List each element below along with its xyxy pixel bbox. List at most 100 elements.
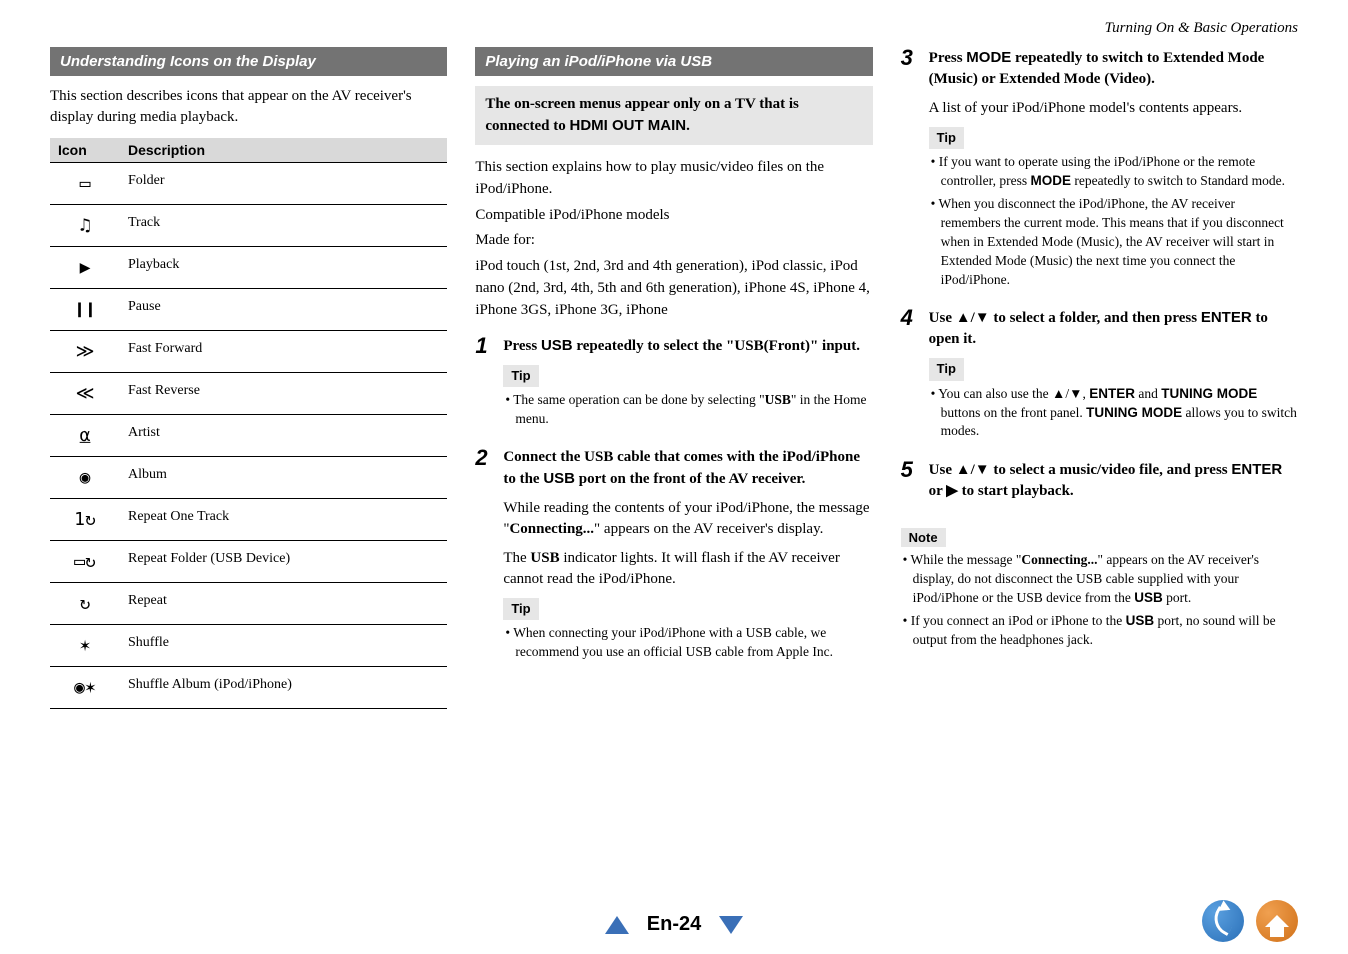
repeat-folder-icon: ▭↻	[50, 541, 120, 583]
t: USB	[541, 337, 573, 354]
step-4: 4 Use ▲/▼ to select a folder, and then p…	[901, 307, 1298, 445]
t: USB	[1134, 590, 1163, 605]
artist-icon: ⍶	[50, 415, 120, 457]
col2-p3: Made for:	[475, 230, 872, 252]
t: While the message "	[911, 552, 1022, 567]
page-down-icon[interactable]	[719, 916, 743, 934]
col2-p4: iPod touch (1st, 2nd, 3rd and 4th genera…	[475, 256, 872, 321]
step-body: Press MODE repeatedly to switch to Exten…	[929, 47, 1298, 293]
home-icon	[1265, 915, 1289, 927]
step-5: 5 Use ▲/▼ to select a music/video file, …	[901, 459, 1298, 502]
back-arrow-icon	[1208, 906, 1238, 936]
folder-icon: ▭	[50, 163, 120, 205]
table-row: 1↻Repeat One Track	[50, 499, 447, 541]
icon-desc: Track	[120, 205, 447, 247]
table-row: ◉Album	[50, 457, 447, 499]
t: USB	[765, 392, 791, 407]
t: Connecting...	[1021, 552, 1097, 567]
step-body: Connect the USB cable that comes with th…	[503, 447, 872, 666]
home-button[interactable]	[1256, 900, 1298, 942]
icon-desc: Playback	[120, 247, 447, 289]
fast-forward-icon: ≫	[50, 331, 120, 373]
tip-item: When connecting your iPod/iPhone with a …	[503, 624, 872, 662]
column-2: Playing an iPod/iPhone via USB The on-sc…	[475, 47, 872, 709]
track-icon: ♫	[50, 205, 120, 247]
t: or ▶ to start playback.	[929, 483, 1074, 499]
t: Press	[503, 338, 541, 354]
table-row: ▭↻Repeat Folder (USB Device)	[50, 541, 447, 583]
table-row: ◉✶Shuffle Album (iPod/iPhone)	[50, 667, 447, 709]
step-3: 3 Press MODE repeatedly to switch to Ext…	[901, 47, 1298, 293]
table-row: ♫Track	[50, 205, 447, 247]
tip-item: If you want to operate using the iPod/iP…	[929, 153, 1298, 191]
table-row: ↻Repeat	[50, 583, 447, 625]
icon-desc: Album	[120, 457, 447, 499]
table-row: ≫Fast Forward	[50, 331, 447, 373]
icon-desc: Folder	[120, 163, 447, 205]
table-row: ❙❙Pause	[50, 289, 447, 331]
fast-reverse-icon: ≪	[50, 373, 120, 415]
step-sub: A list of your iPod/iPhone model's conte…	[929, 98, 1298, 119]
step-1: 1 Press USB repeatedly to select the "US…	[475, 335, 872, 433]
t: ENTER	[1231, 461, 1282, 478]
t: Press	[929, 50, 967, 66]
note-block: Note While the message "Connecting..." a…	[901, 520, 1298, 649]
note-label: Note	[901, 528, 946, 547]
note-item: If you connect an iPod or iPhone to the …	[901, 612, 1298, 650]
table-row: ≪Fast Reverse	[50, 373, 447, 415]
table-row: ✶Shuffle	[50, 625, 447, 667]
step-title: Press MODE repeatedly to switch to Exten…	[929, 47, 1298, 90]
hdmi-note-box: The on-screen menus appear only on a TV …	[475, 86, 872, 145]
step-number: 1	[475, 335, 493, 433]
t: The same operation can be done by select…	[513, 392, 764, 407]
repeat-icon: ↻	[50, 583, 120, 625]
t: ENTER	[1089, 386, 1135, 401]
t: The	[503, 550, 530, 566]
step-number: 5	[901, 459, 919, 502]
section-bar-ipod: Playing an iPod/iPhone via USB	[475, 47, 872, 76]
col2-p2: Compatible iPod/iPhone models	[475, 205, 872, 227]
column-3: 3 Press MODE repeatedly to switch to Ext…	[901, 47, 1298, 709]
t: USB	[1126, 613, 1155, 628]
icon-desc: Fast Forward	[120, 331, 447, 373]
back-button[interactable]	[1202, 900, 1244, 942]
tip-label: Tip	[503, 365, 538, 387]
tip-item: The same operation can be done by select…	[503, 391, 872, 429]
step-title: Press USB repeatedly to select the "USB(…	[503, 335, 872, 357]
page-up-icon[interactable]	[605, 916, 629, 934]
t: You can also use the ▲/▼,	[938, 386, 1089, 401]
step-body: Use ▲/▼ to select a music/video file, an…	[929, 459, 1298, 502]
step-sub: While reading the contents of your iPod/…	[503, 498, 872, 540]
tip-label: Tip	[929, 127, 964, 149]
icon-desc: Repeat One Track	[120, 499, 447, 541]
album-icon: ◉	[50, 457, 120, 499]
th-icon: Icon	[50, 138, 120, 163]
t: TUNING MODE	[1161, 386, 1257, 401]
t: USB	[543, 470, 575, 487]
t: buttons on the front panel.	[941, 405, 1086, 420]
icon-desc: Repeat	[120, 583, 447, 625]
tip-label: Tip	[929, 358, 964, 380]
page-number: En-24	[647, 913, 701, 936]
t: Connecting...	[509, 521, 594, 537]
t: repeatedly to select the "USB(Front)" in…	[573, 338, 860, 354]
t: " appears on the AV receiver's display.	[594, 521, 823, 537]
tip-label: Tip	[503, 598, 538, 620]
t: If you connect an iPod or iPhone to the	[911, 613, 1126, 628]
icon-desc: Shuffle Album (iPod/iPhone)	[120, 667, 447, 709]
icon-desc: Artist	[120, 415, 447, 457]
t: Use ▲/▼ to select a folder, and then pre…	[929, 310, 1201, 326]
t: port.	[1163, 590, 1192, 605]
icon-desc: Shuffle	[120, 625, 447, 667]
page-container: Turning On & Basic Operations Understand…	[0, 0, 1348, 709]
step-number: 3	[901, 47, 919, 293]
t: USB	[530, 550, 559, 566]
t: MODE	[1030, 173, 1071, 188]
playback-icon: ▶	[50, 247, 120, 289]
shuffle-album-icon: ◉✶	[50, 667, 120, 709]
box-text-c: .	[686, 118, 690, 134]
col2-p1: This section explains how to play music/…	[475, 157, 872, 201]
repeat-one-icon: 1↻	[50, 499, 120, 541]
icon-desc: Repeat Folder (USB Device)	[120, 541, 447, 583]
step-title: Connect the USB cable that comes with th…	[503, 447, 872, 490]
